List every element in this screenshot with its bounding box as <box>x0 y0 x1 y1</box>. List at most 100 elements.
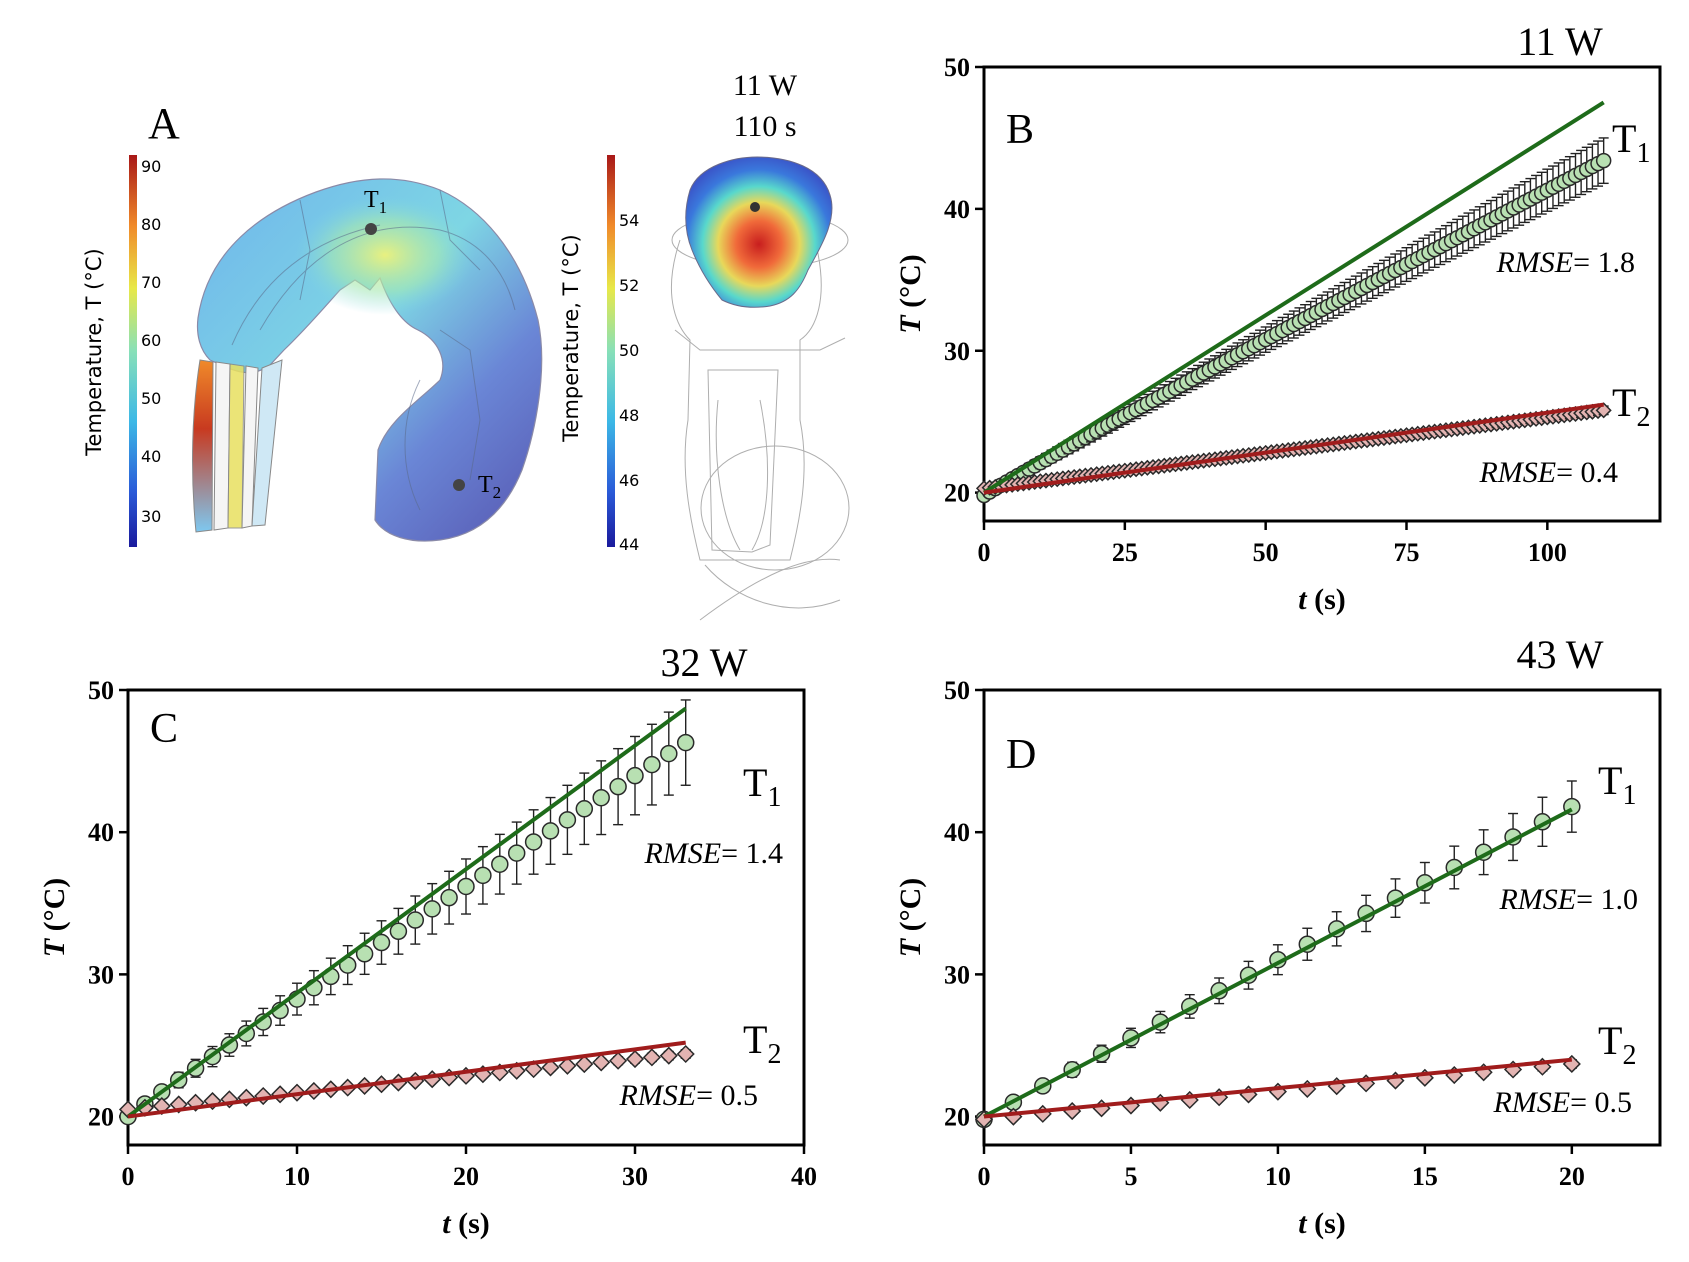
series-label-sub: 2 <box>1636 402 1650 433</box>
data-point <box>1004 1107 1023 1126</box>
series-label-t1: T1 <box>743 760 781 813</box>
rmse-annotation: RMSE= 1.0 <box>1498 883 1638 916</box>
y-axis-label-var: T <box>894 937 927 957</box>
rmse-value: = 0.4 <box>1556 456 1618 489</box>
data-point <box>491 855 509 873</box>
series-label-t2: T2 <box>1612 380 1650 433</box>
series-label-main: T <box>1598 1018 1622 1063</box>
data-point <box>575 800 594 818</box>
colorbar-right-ticks: 54 52 50 48 46 44 <box>619 211 639 554</box>
x-tick-label: 100 <box>1528 538 1567 567</box>
y-axis-label: T (°C) <box>894 878 927 957</box>
plot-frame <box>982 65 1662 523</box>
data-point <box>659 1046 678 1065</box>
colorbar-right-tick: 52 <box>619 276 639 295</box>
series-label-main: T <box>1598 758 1622 803</box>
data-point <box>524 1060 543 1079</box>
data-point <box>625 1049 645 1069</box>
panel-letter: B <box>1006 107 1034 153</box>
tooth-model <box>671 156 850 621</box>
data-point <box>676 1044 695 1064</box>
data-point <box>372 933 391 952</box>
data-point <box>609 1051 628 1070</box>
data-point <box>676 733 695 752</box>
colorbar-right <box>607 155 615 547</box>
series-label-sub: 2 <box>1622 1040 1636 1071</box>
x-tick-label: 10 <box>284 1162 310 1191</box>
model-line-t2 <box>983 402 1604 495</box>
arch-mesh-lines <box>231 189 516 511</box>
panel-letter: C <box>150 706 178 752</box>
data-point <box>643 755 661 774</box>
x-tick-label: 50 <box>1253 538 1279 567</box>
tooth-probe-dot <box>750 202 760 212</box>
y-tick-label: 30 <box>944 960 970 989</box>
x-tick-label: 20 <box>453 1162 479 1191</box>
colorbar-right-label: Temperature, T (°C) <box>559 234 583 442</box>
data-point <box>406 911 425 929</box>
arch-model: T1 T2 <box>192 178 543 542</box>
rmse-value: = 0.5 <box>696 1079 758 1112</box>
series-label-t2: T2 <box>1598 1018 1636 1071</box>
y-tick-label: 40 <box>944 195 970 224</box>
data-point <box>524 833 543 851</box>
x-tick-label: 25 <box>1112 538 1138 567</box>
rmse-annotation: RMSE= 1.4 <box>643 837 783 870</box>
x-axis-label-var: t <box>1298 583 1308 616</box>
series-label-sub: 1 <box>767 782 781 813</box>
data-point <box>1595 152 1612 169</box>
data-point <box>541 1058 560 1077</box>
rmse-value: = 0.5 <box>1570 1086 1632 1119</box>
x-axis-label-unit: (s) <box>1307 1207 1346 1240</box>
rmse-value: = 1.8 <box>1573 246 1635 279</box>
y-tick-label: 20 <box>944 1103 970 1132</box>
y-axis-label: T (°C) <box>38 878 71 957</box>
y-tick-label: 30 <box>944 337 970 366</box>
colorbar-left-ticks: 90 80 70 60 50 40 30 <box>141 157 161 526</box>
model-line-t1 <box>126 706 687 1119</box>
chart-title: 43 W <box>1516 632 1603 677</box>
y-axis-label-var: T <box>894 314 927 334</box>
x-tick-label: 0 <box>978 1162 991 1191</box>
data-point <box>626 766 644 785</box>
power-label: 11 W <box>733 69 798 102</box>
probe-t2-dot <box>453 479 465 491</box>
colorbar-left-tick: 30 <box>141 507 161 526</box>
x-tick-label: 10 <box>1265 1162 1291 1191</box>
y-tick-label: 50 <box>88 676 114 705</box>
y-tick-label: 30 <box>88 960 114 989</box>
tooth-crown-surface <box>685 156 833 308</box>
chart-title: 32 W <box>660 640 747 685</box>
x-tick-label: 20 <box>1559 1162 1585 1191</box>
data-point <box>592 788 610 807</box>
colorbar-left-label: Temperature, T (°C) <box>82 248 106 456</box>
colorbar-left-tick: 60 <box>141 331 161 350</box>
data-point <box>642 1048 661 1067</box>
data-point <box>507 844 526 862</box>
x-tick-label: 75 <box>1394 538 1420 567</box>
data-point <box>457 877 475 896</box>
rmse-label: RMSE <box>1495 246 1573 279</box>
rmse-label: RMSE <box>618 1079 696 1112</box>
data-point <box>660 744 678 763</box>
series-label-sub: 2 <box>767 1039 781 1070</box>
root <box>251 359 283 527</box>
rmse-label: RMSE <box>643 837 721 870</box>
y-tick-label: 40 <box>944 818 970 847</box>
colorbar-right-tick: 44 <box>619 535 639 554</box>
model-line-t2 <box>983 1057 1573 1119</box>
x-tick-label: 15 <box>1412 1162 1438 1191</box>
data-point <box>592 1053 611 1072</box>
rmse-value: = 1.0 <box>1576 883 1638 916</box>
x-axis-label: t (s) <box>442 1207 490 1240</box>
x-tick-label: 5 <box>1124 1162 1137 1191</box>
data-point <box>541 822 560 840</box>
data-point <box>440 888 458 907</box>
arch-hotspot <box>295 195 475 315</box>
model-line-t1 <box>982 100 1605 495</box>
